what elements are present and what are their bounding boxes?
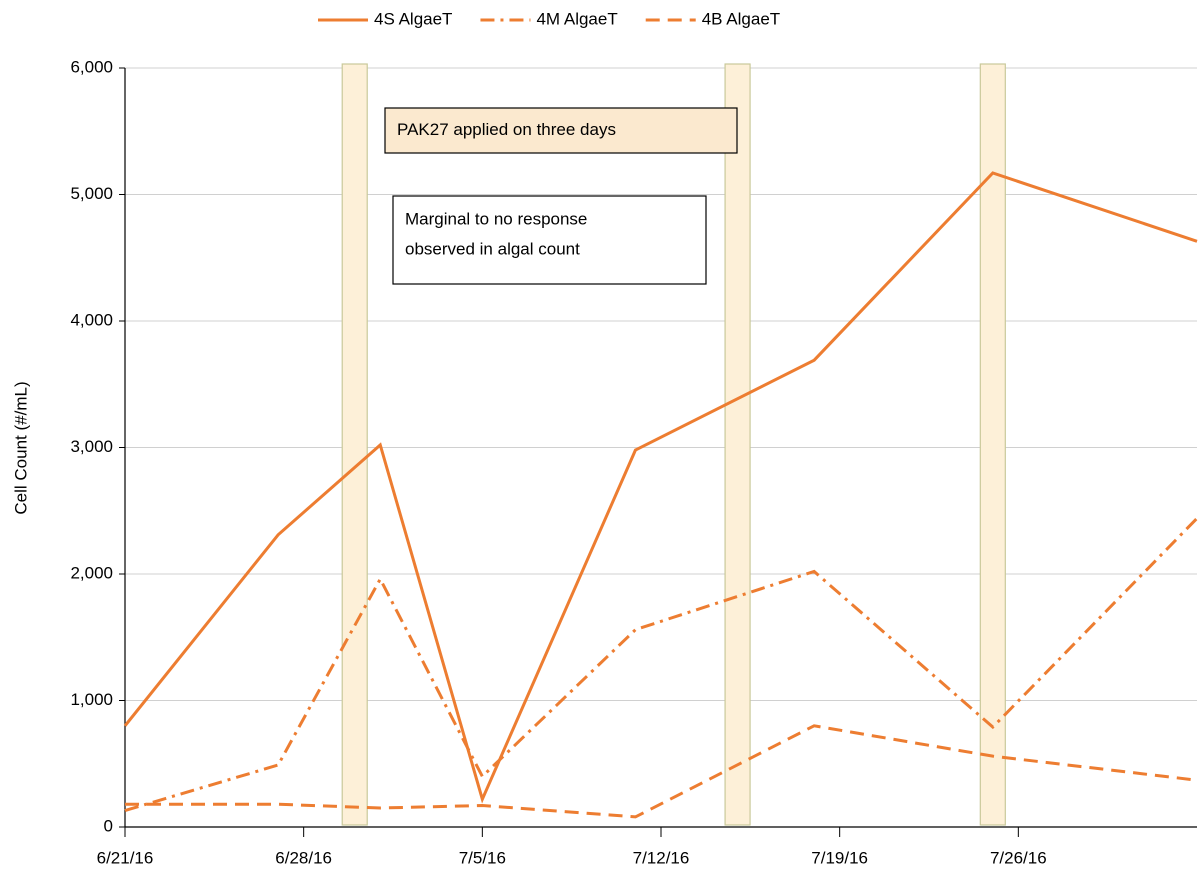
annotation-text: Marginal to no response (405, 209, 587, 228)
y-tick-label: 2,000 (70, 563, 113, 582)
series-line (124, 517, 1198, 812)
x-tick-label: 6/28/16 (275, 848, 332, 867)
legend-label: 4S AlgaeT (374, 9, 452, 28)
legend-label: 4M AlgaeT (536, 9, 617, 28)
annotation-box (384, 107, 738, 154)
highlight-band (724, 63, 751, 826)
x-tick-label: 7/12/16 (633, 848, 690, 867)
series-line (125, 724, 1198, 819)
x-tick-label: 6/21/16 (97, 848, 154, 867)
highlight-band (341, 63, 368, 826)
x-tick-label: 7/26/16 (990, 848, 1047, 867)
annotation-box (392, 195, 707, 285)
series-line (123, 171, 1198, 804)
annotation-text: PAK27 applied on three days (397, 120, 616, 139)
highlight-band (979, 63, 1006, 826)
x-tick-label: 7/5/16 (459, 848, 506, 867)
annotation-text: observed in algal count (405, 239, 580, 258)
y-tick-label: 3,000 (70, 437, 113, 456)
legend-label: 4B AlgaeT (702, 9, 780, 28)
y-tick-label: 1,000 (70, 690, 113, 709)
x-tick-label: 7/19/16 (811, 848, 868, 867)
y-tick-label: 0 (104, 816, 113, 835)
y-tick-label: 6,000 (70, 57, 113, 76)
y-tick-label: 4,000 (70, 310, 113, 329)
y-tick-label: 5,000 (70, 184, 113, 203)
y-axis-label: Cell Count (#/mL) (11, 381, 30, 514)
